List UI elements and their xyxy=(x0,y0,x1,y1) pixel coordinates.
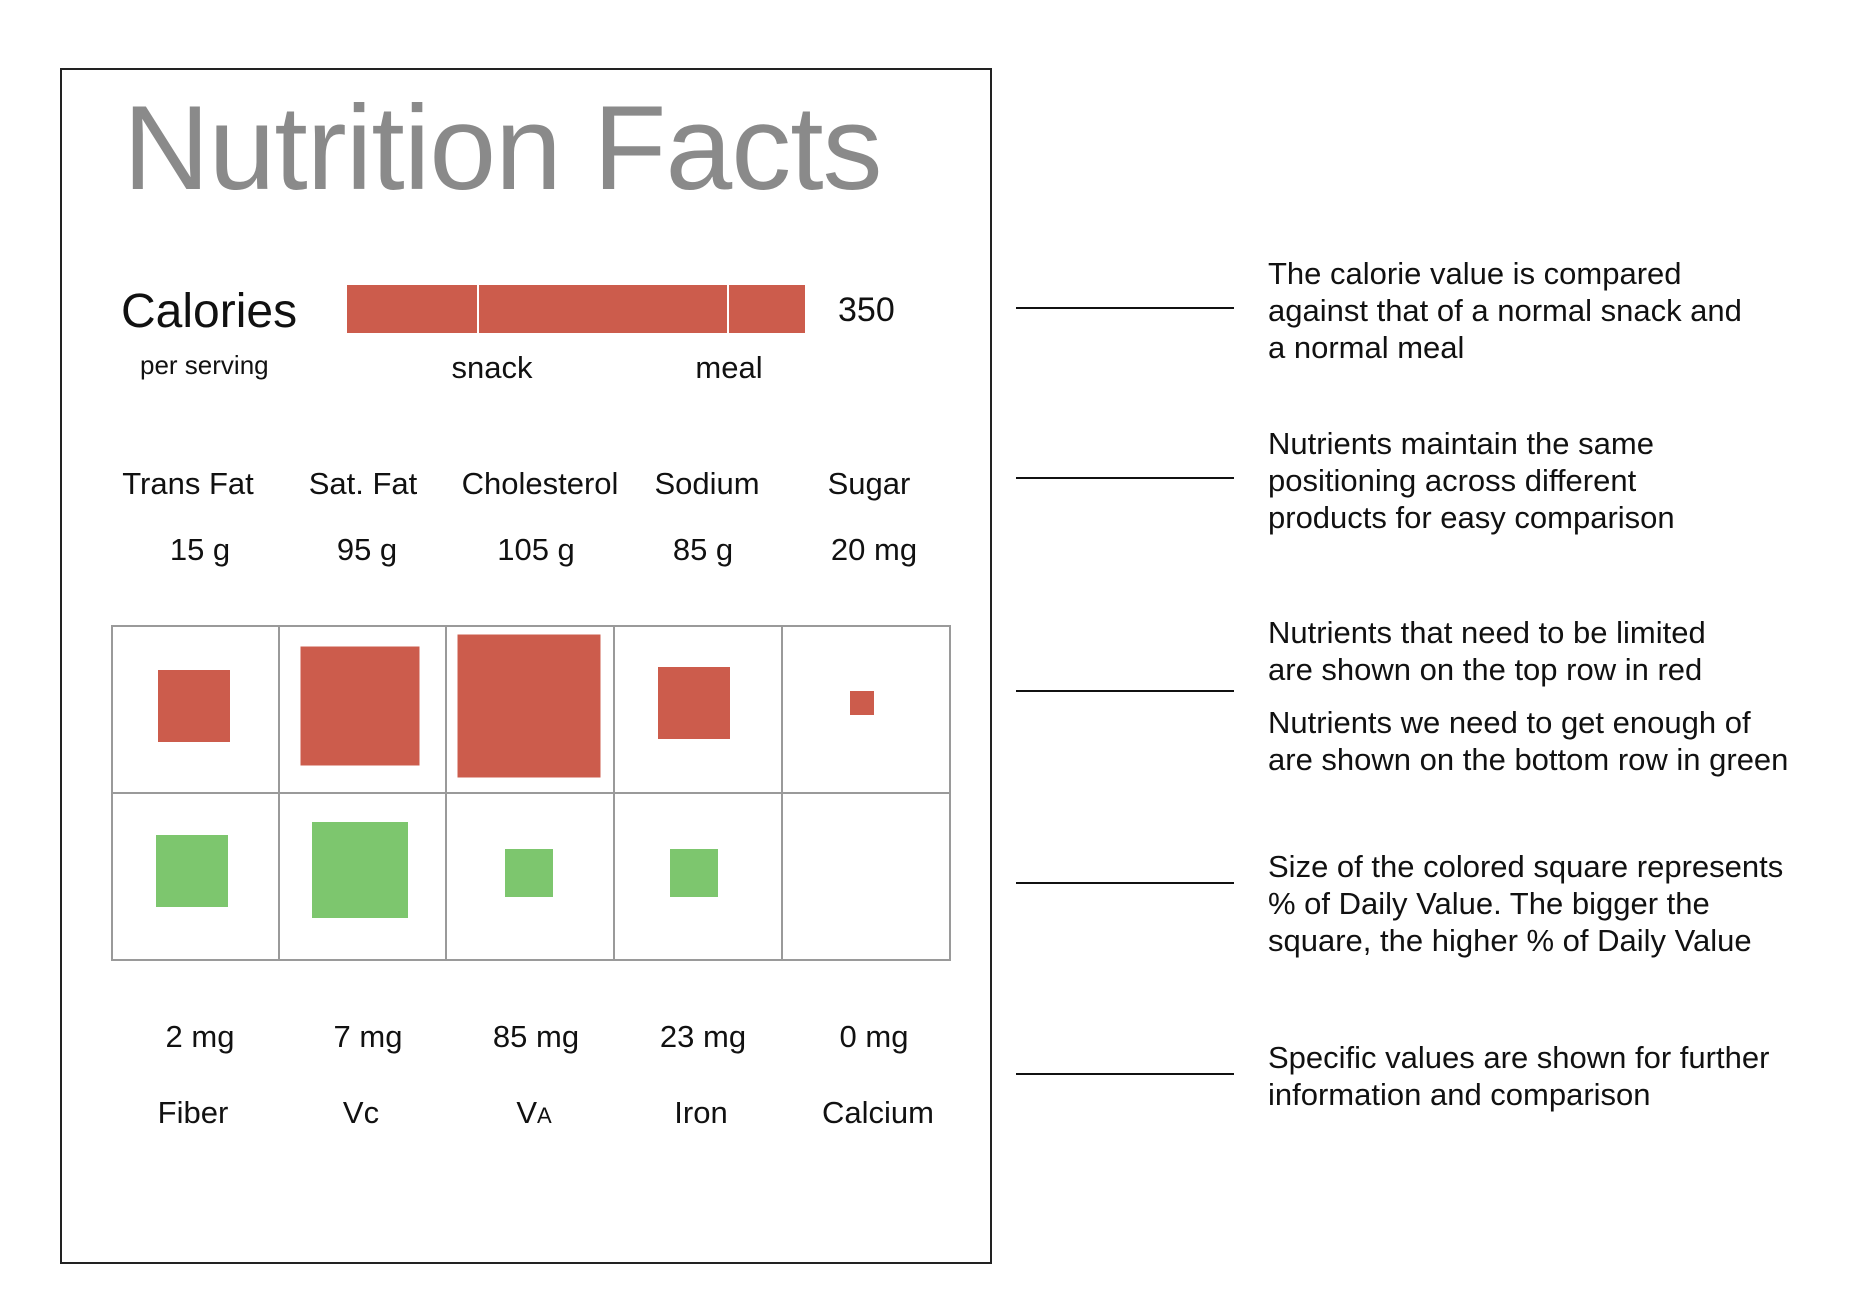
enough-nutrient-value: 0 mg xyxy=(839,1019,909,1054)
vitamin-subscript: A xyxy=(537,1103,552,1128)
limit-nutrient-name: Cholesterol xyxy=(461,466,619,501)
annotation-line: Size of the colored square represents xyxy=(1268,849,1784,884)
limit-nutrient-value: 95 g xyxy=(336,532,398,567)
leader-line xyxy=(1016,690,1234,692)
enough-nutrient-name: Calcium xyxy=(822,1095,934,1130)
enough-nutrient-name: Iron xyxy=(674,1095,728,1130)
limit-nutrient-name: Sodium xyxy=(654,466,760,501)
vitamin-letter: V xyxy=(516,1095,537,1130)
enough-nutrient-name: Fiber xyxy=(157,1095,229,1130)
annotation-line: information and comparison xyxy=(1268,1077,1651,1112)
calories-sublabel: per serving xyxy=(140,350,269,380)
annotation-note: Specific values are shown for further inf… xyxy=(1268,1039,1769,1113)
fiber-square xyxy=(156,835,228,907)
leader-line xyxy=(1016,477,1234,479)
limit-nutrient-value: 85 g xyxy=(672,532,734,567)
enough-nutrient-name: Vc xyxy=(342,1095,380,1130)
limit-nutrient-value: 20 mg xyxy=(830,532,918,567)
enough-nutrient-value: 7 mg xyxy=(333,1019,403,1054)
trans-fat-square xyxy=(158,670,230,742)
enough-nutrient-value: 2 mg xyxy=(165,1019,235,1054)
va-square xyxy=(505,849,553,897)
annotation-line: Nutrients we need to get enough of xyxy=(1268,705,1751,740)
annotation-line: The calorie value is compared xyxy=(1268,256,1682,291)
leader-line xyxy=(1016,307,1234,309)
enough-grid-cell xyxy=(781,792,951,961)
limit-nutrient-name: Sat. Fat xyxy=(308,466,418,501)
snack-marker xyxy=(727,285,729,333)
enough-nutrient-value: 23 mg xyxy=(659,1019,747,1054)
enough-nutrient-name: VA xyxy=(516,1097,551,1128)
meal-label: meal xyxy=(695,350,763,385)
annotation-line: Specific values are shown for further xyxy=(1268,1040,1770,1075)
annotation-line: % of Daily Value. The bigger the xyxy=(1268,886,1710,921)
leader-line xyxy=(1016,882,1234,884)
annotation-line: against that of a normal snack and xyxy=(1268,293,1742,328)
calorie-bar xyxy=(347,285,805,333)
annotation-line: Nutrients maintain the same xyxy=(1268,426,1654,461)
cholesterol-square xyxy=(457,634,601,778)
enough-nutrient-value: 85 mg xyxy=(492,1019,580,1054)
annotation-line: positioning across different xyxy=(1268,463,1637,498)
sugar-square xyxy=(850,691,874,715)
annotation-line: are shown on the bottom row in green xyxy=(1268,742,1789,777)
annotation-line: products for easy comparison xyxy=(1268,500,1675,535)
page-title: Nutrition Facts xyxy=(123,81,883,215)
vc-square xyxy=(312,822,408,918)
sat-fat-square xyxy=(300,646,420,766)
snack-label: snack xyxy=(451,350,533,385)
annotation-note: Nutrients that need to be limited are sho… xyxy=(1268,614,1706,688)
calorie-value: 350 xyxy=(838,291,895,329)
sodium-square xyxy=(658,667,730,739)
annotation-note: Size of the colored square represents% o… xyxy=(1268,848,1783,959)
limit-nutrient-name: Sugar xyxy=(827,466,911,501)
annotation-line: a normal meal xyxy=(1268,330,1465,365)
annotation-line: are shown on the top row in red xyxy=(1268,652,1703,687)
calories-label: Calories xyxy=(121,285,298,338)
limit-nutrient-value: 105 g xyxy=(497,532,575,567)
annotation-note: Nutrients we need to get enough of are sh… xyxy=(1268,704,1788,778)
limit-nutrient-value: 15 g xyxy=(169,532,231,567)
annotation-line: Nutrients that need to be limited xyxy=(1268,615,1706,650)
iron-square xyxy=(670,849,718,897)
annotation-line: square, the higher % of Daily Value xyxy=(1268,923,1752,958)
annotation-note: The calorie value is compared against tha… xyxy=(1268,255,1742,366)
limit-nutrient-name: Trans Fat xyxy=(122,466,254,501)
nutrition-label-panel xyxy=(60,68,992,1264)
calorie-bar-divider xyxy=(477,285,479,333)
leader-line xyxy=(1016,1073,1234,1075)
annotation-note: Nutrients maintain the same positioning a… xyxy=(1268,425,1675,536)
